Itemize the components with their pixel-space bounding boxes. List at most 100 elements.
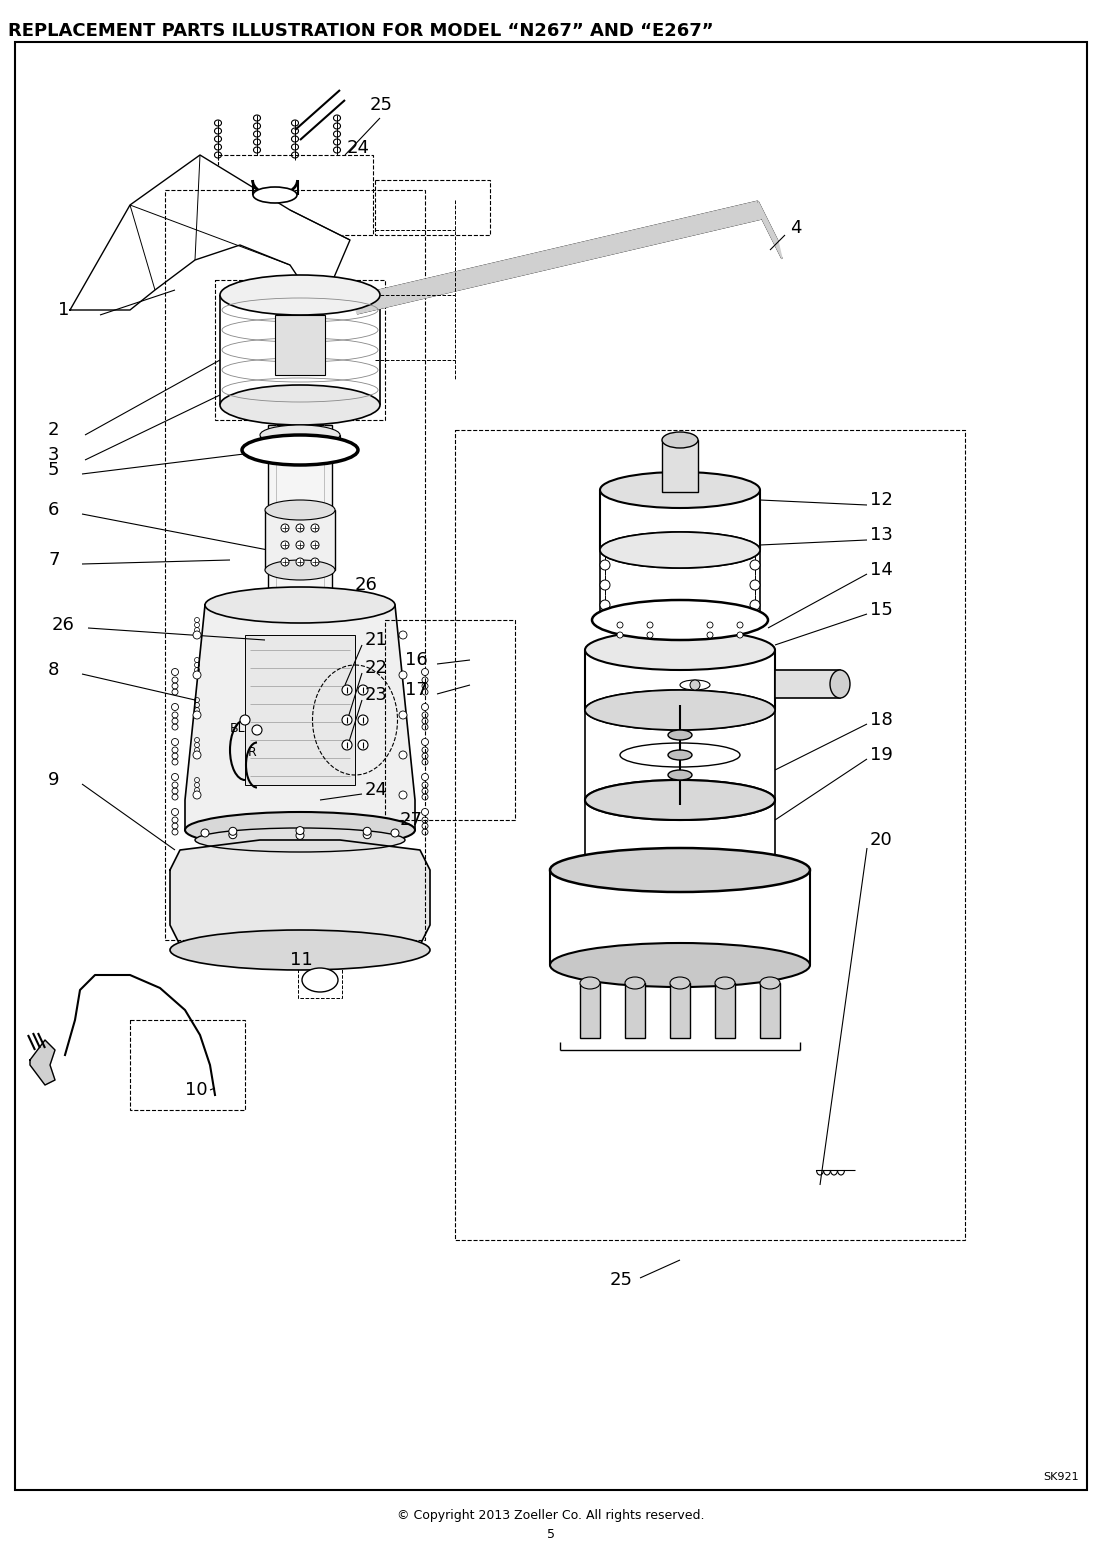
Circle shape — [201, 829, 209, 837]
Text: 15: 15 — [869, 600, 893, 619]
Circle shape — [421, 809, 429, 815]
Ellipse shape — [585, 780, 775, 820]
Ellipse shape — [185, 812, 415, 848]
Bar — [130, 1019, 245, 1111]
Circle shape — [342, 739, 352, 750]
Ellipse shape — [195, 828, 406, 852]
Ellipse shape — [599, 602, 760, 637]
Ellipse shape — [585, 690, 775, 730]
Circle shape — [750, 580, 760, 589]
Ellipse shape — [668, 750, 692, 760]
Circle shape — [599, 580, 611, 589]
Text: 27: 27 — [400, 811, 423, 829]
Circle shape — [358, 715, 368, 726]
Circle shape — [391, 829, 399, 837]
Circle shape — [399, 631, 407, 639]
Ellipse shape — [550, 848, 810, 893]
Text: 24: 24 — [347, 139, 370, 156]
Bar — [662, 439, 698, 492]
Text: 5: 5 — [547, 1528, 555, 1541]
Polygon shape — [758, 201, 782, 258]
Circle shape — [707, 633, 713, 637]
Circle shape — [296, 826, 304, 834]
Ellipse shape — [662, 432, 698, 449]
Text: 2: 2 — [48, 421, 60, 439]
Ellipse shape — [302, 968, 338, 992]
Ellipse shape — [670, 978, 690, 989]
Circle shape — [172, 738, 179, 746]
Bar — [455, 430, 965, 1241]
Text: 8: 8 — [48, 661, 60, 679]
Polygon shape — [185, 605, 415, 831]
Ellipse shape — [585, 630, 775, 670]
Text: 25: 25 — [370, 96, 393, 114]
Ellipse shape — [599, 532, 760, 568]
Polygon shape — [71, 155, 350, 309]
Circle shape — [737, 622, 743, 628]
Bar — [775, 670, 840, 698]
Ellipse shape — [220, 275, 380, 316]
Circle shape — [707, 622, 713, 628]
Circle shape — [296, 558, 304, 566]
Ellipse shape — [205, 586, 395, 623]
Bar — [385, 620, 515, 820]
Ellipse shape — [715, 978, 735, 989]
Ellipse shape — [264, 560, 335, 580]
Bar — [245, 634, 355, 784]
Circle shape — [617, 622, 623, 628]
Bar — [215, 280, 385, 419]
Text: 13: 13 — [869, 526, 893, 545]
Circle shape — [172, 774, 179, 781]
Circle shape — [421, 704, 429, 710]
Text: 22: 22 — [365, 659, 388, 678]
Circle shape — [647, 622, 653, 628]
Circle shape — [599, 600, 611, 610]
Ellipse shape — [599, 472, 760, 507]
Circle shape — [296, 524, 304, 532]
Circle shape — [358, 685, 368, 695]
Circle shape — [342, 685, 352, 695]
Circle shape — [172, 704, 179, 710]
Circle shape — [311, 524, 318, 532]
Text: 6: 6 — [48, 501, 60, 518]
Text: 25: 25 — [611, 1272, 633, 1289]
Bar — [260, 435, 341, 453]
Circle shape — [240, 715, 250, 726]
Bar — [625, 982, 645, 1038]
Circle shape — [193, 671, 201, 679]
Ellipse shape — [585, 780, 775, 820]
Circle shape — [172, 809, 179, 815]
Circle shape — [364, 831, 371, 838]
Ellipse shape — [264, 500, 335, 520]
Circle shape — [172, 668, 179, 676]
Text: 7: 7 — [48, 551, 60, 569]
Ellipse shape — [668, 730, 692, 739]
Circle shape — [399, 671, 407, 679]
Ellipse shape — [620, 743, 741, 767]
Polygon shape — [353, 201, 763, 314]
Bar — [264, 511, 335, 569]
Text: 24: 24 — [365, 781, 388, 798]
Text: 21: 21 — [365, 631, 388, 650]
Circle shape — [750, 600, 760, 610]
Text: 1: 1 — [58, 302, 69, 319]
Text: 11: 11 — [290, 951, 313, 968]
Bar — [268, 425, 332, 730]
Circle shape — [193, 791, 201, 798]
Text: BL: BL — [230, 721, 246, 735]
Text: R: R — [248, 746, 257, 758]
Ellipse shape — [260, 425, 341, 446]
Circle shape — [399, 712, 407, 719]
Circle shape — [229, 831, 237, 838]
Text: SK921: SK921 — [1044, 1473, 1079, 1482]
Circle shape — [690, 681, 700, 690]
Text: 14: 14 — [869, 562, 893, 579]
Bar — [760, 982, 780, 1038]
Circle shape — [737, 633, 743, 637]
Text: © Copyright 2013 Zoeller Co. All rights reserved.: © Copyright 2013 Zoeller Co. All rights … — [397, 1508, 705, 1522]
Circle shape — [399, 791, 407, 798]
Circle shape — [311, 558, 318, 566]
Ellipse shape — [220, 385, 380, 425]
Text: 4: 4 — [790, 220, 801, 237]
Ellipse shape — [580, 978, 599, 989]
